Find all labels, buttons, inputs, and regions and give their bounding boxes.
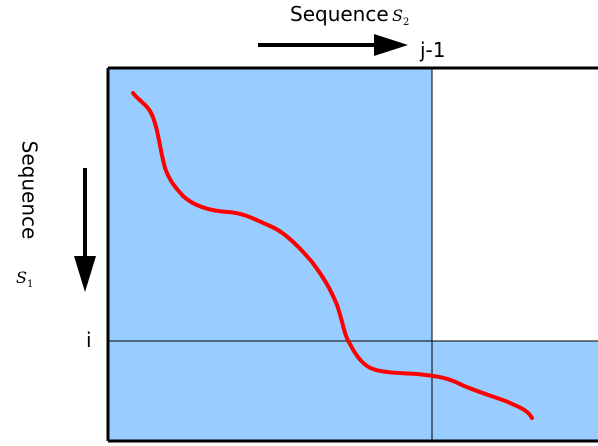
seq1-label-word: Sequence bbox=[17, 140, 42, 240]
col-marker-label: j-1 bbox=[420, 38, 446, 62]
alignment-path bbox=[131, 91, 534, 420]
seq1-arrow-head bbox=[74, 256, 96, 292]
seq2-label-symbol: S2 bbox=[392, 6, 409, 28]
row-marker-label: i bbox=[86, 328, 92, 352]
seq2-label-word: Sequence bbox=[290, 2, 389, 26]
seq2-subscript: 2 bbox=[402, 17, 410, 29]
seq1-subscript: 1 bbox=[26, 279, 34, 291]
filled-rows-region bbox=[108, 68, 432, 442]
seq1-symbol: S bbox=[16, 268, 27, 287]
seq1-label-symbol: S1 bbox=[16, 268, 33, 290]
filled-row-i-region bbox=[432, 341, 598, 442]
seq2-symbol: S bbox=[392, 6, 403, 25]
seq2-arrow-head bbox=[374, 34, 408, 56]
